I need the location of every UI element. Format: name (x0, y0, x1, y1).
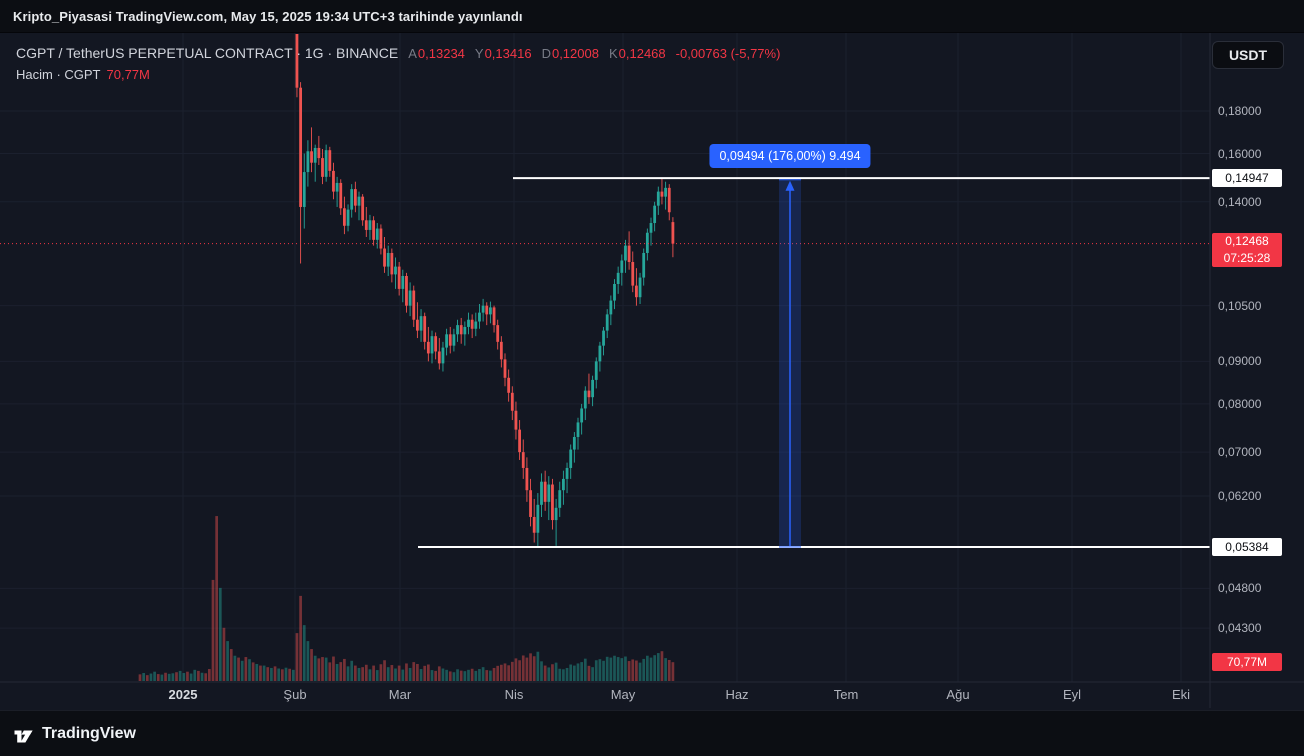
close-value: 0,12468 (618, 45, 666, 61)
high-letter: Y (474, 45, 484, 61)
ohlc-high: Y 0,13416 (475, 46, 532, 61)
last-price-value: 0,12468 (1225, 233, 1269, 248)
last-price-label: 0,12468 07:25:28 (1212, 232, 1282, 267)
price-tick-label: 0,06200 (1218, 488, 1262, 503)
time-axis-month-label: Tem (833, 687, 859, 702)
volume-bars (138, 516, 675, 681)
publication-topbar: Kripto_Piyasasi TradingView.com, May 15,… (0, 0, 1304, 33)
open-value: 0,13234 (417, 45, 465, 61)
symbol-header: CGPT / TetherUS PERPETUAL CONTRACT · 1G … (16, 45, 780, 61)
low-value: 0,12008 (551, 45, 599, 61)
grid (0, 33, 1210, 682)
close-letter: K (608, 45, 618, 61)
tradingview-logo-icon (14, 730, 33, 743)
price-tick-label: 0,07000 (1218, 445, 1262, 460)
price-tick-label: 0,08000 (1218, 396, 1262, 411)
time-axis-month-label: Şub (283, 687, 307, 702)
high-value: 0,13416 (484, 45, 532, 61)
tradingview-logo[interactable]: TradingView (12, 722, 136, 745)
symbol-title[interactable]: CGPT / TetherUS PERPETUAL CONTRACT · 1G … (16, 45, 399, 61)
open-letter: A (408, 45, 417, 61)
price-change: -0,00763 (-5,77%) (675, 45, 781, 61)
footer-bar: TradingView (0, 710, 1304, 756)
time-axis-month-label: Haz (725, 687, 749, 702)
tradingview-wordmark: TradingView (42, 724, 136, 742)
ohlc-close: K 0,12468 (609, 46, 666, 61)
volume-axis-label: 70,77M (1212, 653, 1282, 672)
price-tick-label: 0,09000 (1218, 354, 1262, 369)
bar-countdown: 07:25:28 (1223, 250, 1271, 265)
price-axis[interactable]: 0,14947 0,05384 0,12468 07:25:28 70,77M … (1210, 0, 1304, 756)
volume-legend-row: Hacim · CGPT 70,77M (16, 67, 150, 82)
publication-title: Kripto_Piyasasi TradingView.com, May 15,… (13, 8, 523, 24)
measure-tool (779, 179, 801, 548)
time-axis[interactable]: 2025 Şub Mar Nis May Haz Tem Ağu Eyl Eki (0, 682, 1210, 708)
measure-tool-label[interactable]: 0,09494 (176,00%) 9.494 (709, 143, 871, 168)
volume-legend-value: 70,77M (106, 67, 150, 82)
price-tick-label: 0,16000 (1218, 146, 1262, 161)
time-axis-month-label: Nis (504, 687, 524, 702)
time-axis-month-label: May (610, 687, 636, 702)
time-axis-year-label: 2025 (168, 687, 198, 702)
price-tick-label: 0,14000 (1218, 194, 1262, 209)
currency-usdt-button[interactable]: USDT (1212, 41, 1284, 69)
time-axis-month-label: Eki (1171, 687, 1191, 702)
level-price-label-high: 0,14947 (1212, 169, 1282, 188)
price-tick-label: 0,04800 (1218, 581, 1262, 596)
price-tick-label: 0,04300 (1218, 621, 1262, 636)
level-price-label-low: 0,05384 (1212, 537, 1282, 556)
time-axis-month-label: Eyl (1062, 687, 1082, 702)
time-axis-month-label: Mar (388, 687, 412, 702)
candles (295, 34, 675, 547)
ohlc-open: A 0,13234 (408, 46, 465, 61)
low-letter: D (541, 45, 551, 61)
volume-legend-label[interactable]: Hacim · CGPT (16, 67, 101, 82)
price-tick-label: 0,10500 (1218, 298, 1262, 313)
time-axis-month-label: Ağu (946, 687, 970, 702)
ohlc-low: D 0,12008 (542, 46, 599, 61)
price-tick-label: 0,18000 (1218, 104, 1262, 118)
